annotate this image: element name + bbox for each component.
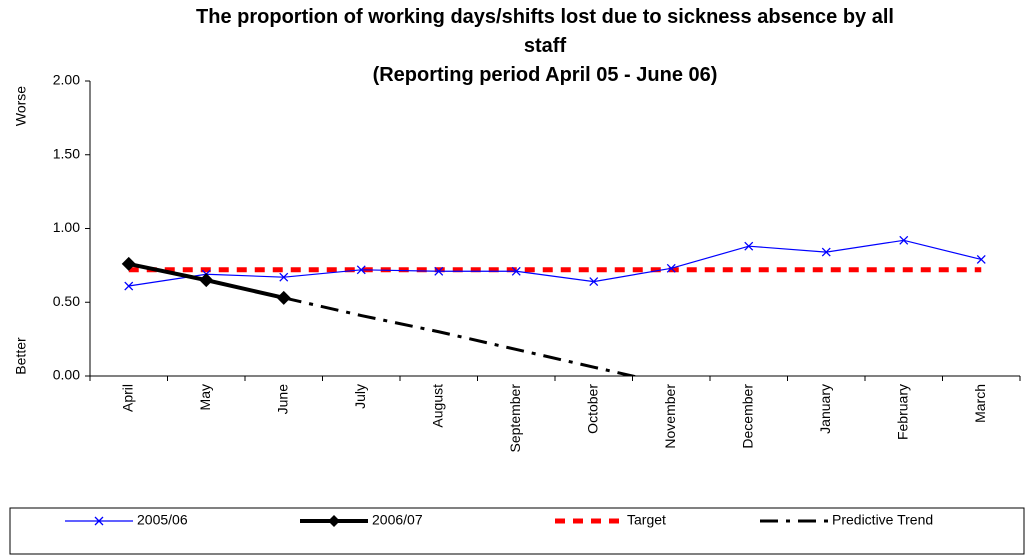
legend-box [9,507,1025,555]
legend-label: 2005/06 [137,512,188,528]
x-tick-label: March [972,384,988,423]
y-label-top: Worse [13,86,29,126]
x-tick-label: August [429,384,445,428]
chart-title: The proportion of working days/shifts lo… [196,6,894,57]
marker [589,277,599,287]
legend-label: 2006/07 [372,512,423,528]
x-tick-label: May [197,384,213,410]
marker [666,263,676,273]
x-tick-label: June [274,384,290,415]
y-tick-label: 0.00 [53,367,80,383]
marker [276,290,291,305]
legend-marker [94,516,104,526]
marker [511,266,521,276]
y-tick-label: 1.00 [53,219,80,235]
marker [744,241,754,251]
series [124,235,986,291]
x-tick-label: November [662,384,678,449]
series [121,256,291,305]
line [128,239,982,287]
y-tick-label: 0.50 [53,293,80,309]
legend-marker [328,515,340,527]
series [283,296,640,376]
title-block: The proportion of working days/shifts lo… [180,3,910,90]
marker [121,256,136,271]
marker [279,272,289,282]
legend-label: Target [627,512,666,528]
y-label-bottom: Better [13,337,29,375]
x-tick-label: October [584,384,600,434]
x-tick-label: April [119,384,135,412]
x-tick-label: February [894,384,910,440]
x-tick-label: July [352,384,368,409]
x-tick-label: December [739,384,755,449]
marker [356,265,366,275]
y-tick-label: 2.00 [53,72,80,88]
chart-subtitle: (Reporting period April 05 - June 06) [372,64,718,86]
marker [821,247,831,257]
marker [124,281,134,291]
marker [976,255,986,264]
x-tick-label: September [507,384,523,453]
marker [199,273,214,288]
y-tick-label: 1.50 [53,145,80,161]
x-tick-label: January [817,384,833,434]
marker [434,266,444,276]
marker [899,235,909,245]
line [283,296,640,376]
legend-label: Predictive Trend [832,512,933,528]
